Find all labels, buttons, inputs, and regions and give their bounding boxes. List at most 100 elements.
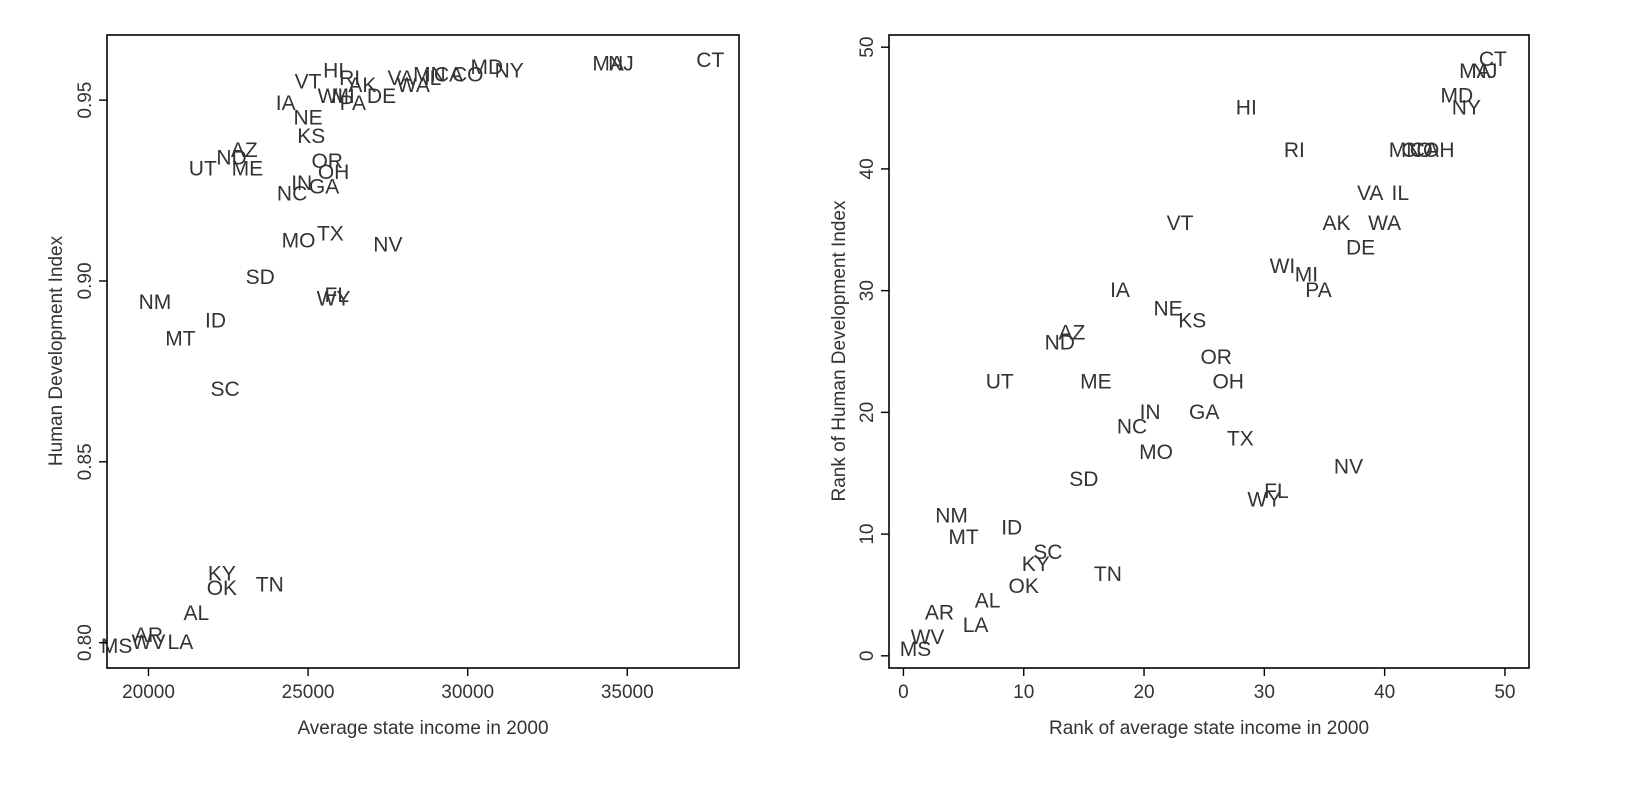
data-point-ia: IA [276, 92, 296, 115]
data-point-oh: OH [318, 161, 350, 184]
data-point-ks: KS [297, 125, 325, 148]
data-point-ny: NY [1452, 97, 1481, 120]
right-plot-frame [888, 34, 1530, 669]
right-x-axis-label: Rank of average state income in 2000 [1049, 718, 1369, 739]
y-tick-label: 30 [857, 280, 878, 301]
left-x-axis-label: Average state income in 2000 [297, 718, 548, 739]
x-tick-label: 10 [1013, 682, 1034, 703]
data-point-wv: WV [911, 626, 945, 649]
data-point-me: ME [1080, 370, 1112, 393]
data-point-wi: WI [1270, 255, 1296, 278]
data-point-ga: GA [1189, 401, 1219, 424]
data-point-wi: WI [318, 85, 344, 108]
data-point-mn: MN [413, 63, 446, 86]
y-tick-label: 0.85 [75, 443, 96, 480]
data-point-nc: NC [1117, 416, 1147, 439]
data-point-wv: WV [132, 631, 166, 654]
data-point-la: LA [168, 631, 194, 654]
data-point-ks: KS [1178, 310, 1206, 333]
data-point-ia: IA [1110, 279, 1130, 302]
data-point-ar: AR [925, 602, 954, 625]
data-point-ma: MA [1459, 60, 1491, 83]
y-tick-label: 20 [857, 402, 878, 423]
data-point-al: AL [184, 602, 210, 625]
y-tick-label: 40 [857, 158, 878, 179]
data-point-fl: FL [1264, 480, 1289, 503]
data-point-pa: PA [340, 92, 366, 115]
data-point-wa: WA [1368, 212, 1401, 235]
y-tick-label: 0.80 [75, 624, 96, 661]
data-point-or: OR [1200, 346, 1232, 369]
data-point-va: VA [387, 67, 413, 90]
data-point-id: ID [1001, 517, 1022, 540]
x-tick-label: 20 [1133, 682, 1154, 703]
data-point-co: CO [452, 63, 484, 86]
data-point-ok: OK [1009, 575, 1039, 598]
data-point-me: ME [232, 157, 264, 180]
data-point-ms: MS [101, 635, 133, 658]
data-point-il: IL [1392, 182, 1410, 205]
data-point-sc: SC [1033, 541, 1062, 564]
y-tick-label: 0 [857, 651, 878, 662]
x-tick-label: 30000 [441, 682, 494, 703]
data-point-mi: MI [332, 85, 355, 108]
data-point-vt: VT [295, 71, 322, 94]
data-point-ky: KY [208, 563, 236, 586]
left-y-axis-label: Human Development Index [46, 235, 67, 466]
data-point-ak: AK [1322, 212, 1350, 235]
data-point-sc: SC [211, 378, 240, 401]
data-point-in: IN [1140, 401, 1161, 424]
data-point-mi: MI [1295, 263, 1318, 286]
data-point-ak: AK [348, 74, 376, 97]
data-point-nc: NC [277, 183, 307, 206]
data-point-mt: MT [165, 327, 195, 350]
data-point-ne: NE [294, 107, 323, 130]
data-point-wa: WA [397, 74, 430, 97]
data-point-de: DE [1346, 237, 1375, 260]
data-point-tn: TN [256, 573, 284, 596]
data-point-co: CO [1401, 139, 1433, 162]
data-point-ca: CA [434, 63, 463, 86]
data-point-mt: MT [948, 526, 978, 549]
data-point-nj: NJ [608, 52, 634, 75]
data-point-mn: MN [1389, 139, 1422, 162]
data-point-mo: MO [1139, 441, 1173, 464]
data-point-oh: OH [1423, 139, 1455, 162]
data-point-ca: CA [1410, 139, 1439, 162]
data-point-nv: NV [373, 233, 402, 256]
data-point-mo: MO [282, 230, 316, 253]
x-tick-label: 50 [1494, 682, 1515, 703]
data-point-ct: CT [1479, 48, 1507, 71]
data-point-va: VA [1357, 182, 1383, 205]
data-point-la: LA [963, 614, 989, 637]
data-point-ct: CT [696, 49, 724, 72]
y-tick-label: 50 [857, 37, 878, 58]
data-point-nd: ND [216, 147, 246, 170]
data-point-id: ID [205, 309, 226, 332]
data-point-ms: MS [900, 638, 932, 661]
right-x-axis: 0 10 20 30 40 50 [898, 668, 1516, 703]
data-point-md: MD [1440, 84, 1473, 107]
right-y-axis: 0 10 20 30 40 50 [857, 37, 889, 662]
data-point-nd: ND [1045, 332, 1075, 355]
data-point-wy: WY [317, 288, 351, 311]
data-point-hi: HI [1236, 97, 1257, 120]
data-point-ne: NE [1154, 297, 1183, 320]
data-point-hi: HI [323, 60, 344, 83]
x-tick-label: 40 [1374, 682, 1395, 703]
data-point-sd: SD [1069, 468, 1098, 491]
x-tick-label: 35000 [601, 682, 654, 703]
data-point-ut: UT [189, 157, 217, 180]
data-point-ga: GA [309, 175, 339, 198]
x-tick-label: 25000 [282, 682, 335, 703]
data-point-ut: UT [986, 370, 1014, 393]
data-point-or: OR [311, 150, 343, 173]
data-point-nj: NJ [1472, 60, 1498, 83]
data-point-fl: FL [325, 284, 350, 307]
data-point-ny: NY [495, 60, 524, 83]
x-tick-label: 0 [898, 682, 909, 703]
